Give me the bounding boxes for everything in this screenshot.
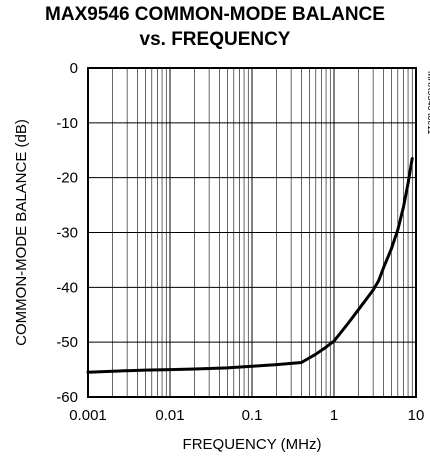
y-tick-label: -20 <box>56 170 78 187</box>
watermark-label: MAX9546 toc11 <box>426 71 430 134</box>
x-tick-label: 0.01 <box>155 407 184 424</box>
y-tick-label: -30 <box>56 225 78 242</box>
x-tick-label: 10 <box>408 407 425 424</box>
chart-title: MAX9546 COMMON-MODE BALANCE vs. FREQUENC… <box>0 2 430 52</box>
y-tick-label: 0 <box>70 60 78 77</box>
chart-title-line-2: vs. FREQUENCY <box>139 29 291 50</box>
series-line <box>86 157 414 374</box>
chart-title-line-1: MAX9546 COMMON-MODE BALANCE <box>45 4 385 25</box>
x-tick-label: 1 <box>330 407 338 424</box>
y-tick-label: -10 <box>56 115 78 132</box>
x-tick-label: 0.001 <box>69 407 107 424</box>
y-tick-label: -60 <box>56 389 78 406</box>
x-axis-label: FREQUENCY (MHz) <box>183 436 322 453</box>
y-tick-label: -40 <box>56 279 78 296</box>
x-tick-label: 0.1 <box>242 407 263 424</box>
y-tick-label: -50 <box>56 334 78 351</box>
plot-frame <box>87 67 417 398</box>
y-axis-label: COMMON-MODE BALANCE (dB) <box>13 119 30 346</box>
